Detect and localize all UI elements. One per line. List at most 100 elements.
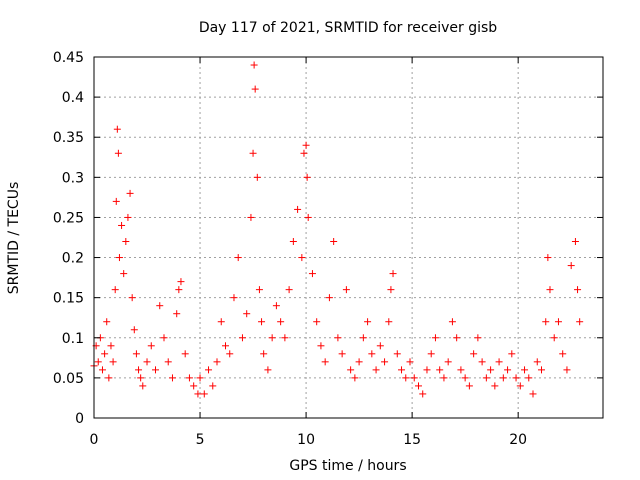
data-point <box>113 125 121 133</box>
data-point <box>554 318 562 326</box>
data-point <box>103 318 111 326</box>
data-point <box>355 358 363 366</box>
data-point <box>387 286 395 294</box>
data-point <box>410 374 418 382</box>
data-point <box>457 366 465 374</box>
data-point <box>281 334 289 342</box>
data-point <box>544 254 552 262</box>
data-point <box>317 342 325 350</box>
data-point <box>294 205 302 213</box>
data-point <box>359 334 367 342</box>
data-point <box>406 358 414 366</box>
data-point <box>130 326 138 334</box>
data-point <box>128 294 136 302</box>
data-point <box>478 358 486 366</box>
data-point <box>347 366 355 374</box>
data-point <box>253 173 261 181</box>
data-point <box>440 374 448 382</box>
x-axis-label: GPS time / hours <box>289 458 406 474</box>
data-point <box>334 334 342 342</box>
data-point <box>431 334 439 342</box>
data-point <box>135 366 143 374</box>
data-point <box>112 197 120 205</box>
data-point <box>205 366 213 374</box>
data-point <box>419 390 427 398</box>
data-point <box>247 213 255 221</box>
data-point <box>321 358 329 366</box>
data-point <box>308 270 316 278</box>
data-point <box>474 334 482 342</box>
data-point <box>559 350 567 358</box>
data-point <box>487 366 495 374</box>
data-point <box>304 213 312 221</box>
y-tick-label: 0.4 <box>62 90 84 106</box>
data-point <box>504 366 512 374</box>
data-point <box>243 310 251 318</box>
data-point <box>250 61 258 69</box>
data-point <box>143 358 151 366</box>
data-point <box>260 350 268 358</box>
data-point <box>563 366 571 374</box>
data-point <box>230 294 238 302</box>
data-point <box>164 358 172 366</box>
data-point <box>398 366 406 374</box>
data-point <box>550 334 558 342</box>
data-point <box>194 390 202 398</box>
data-point <box>423 366 431 374</box>
data-point <box>289 238 297 246</box>
data-point <box>107 342 115 350</box>
data-point <box>313 318 321 326</box>
data-point <box>264 366 272 374</box>
data-point <box>213 358 221 366</box>
data-point <box>516 382 524 390</box>
data-point <box>512 374 520 382</box>
data-point <box>152 366 160 374</box>
data-point <box>499 374 507 382</box>
data-point <box>521 366 529 374</box>
data-point <box>302 141 310 149</box>
grid-lines <box>94 57 603 418</box>
data-point <box>139 382 147 390</box>
data-point <box>448 318 456 326</box>
data-point <box>272 302 280 310</box>
data-point <box>533 358 541 366</box>
data-point <box>226 350 234 358</box>
data-point <box>491 382 499 390</box>
data-point <box>122 238 130 246</box>
data-point <box>147 342 155 350</box>
x-tick-label: 15 <box>403 432 421 448</box>
data-point <box>124 213 132 221</box>
y-tick-label: 0.35 <box>53 130 84 146</box>
data-point <box>427 350 435 358</box>
data-point <box>385 318 393 326</box>
data-point <box>196 374 204 382</box>
data-point <box>368 350 376 358</box>
data-point <box>132 350 140 358</box>
data-point <box>200 390 208 398</box>
data-point <box>115 254 123 262</box>
data-point <box>160 334 168 342</box>
data-point <box>98 366 106 374</box>
data-point <box>546 286 554 294</box>
data-point <box>118 221 126 229</box>
data-point <box>444 358 452 366</box>
y-tick-label: 0.2 <box>62 251 84 267</box>
y-tick-label: 0.3 <box>62 170 84 186</box>
data-point <box>94 358 102 366</box>
x-tick-label: 5 <box>196 432 205 448</box>
data-point <box>258 318 266 326</box>
data-point <box>168 374 176 382</box>
data-point <box>567 262 575 270</box>
data-point <box>470 350 478 358</box>
data-point <box>251 85 259 93</box>
data-point <box>111 286 119 294</box>
data-point <box>177 278 185 286</box>
data-point <box>217 318 225 326</box>
chart-title: Day 117 of 2021, SRMTID for receiver gis… <box>199 20 497 36</box>
data-point <box>537 366 545 374</box>
data-point <box>156 302 164 310</box>
data-point <box>300 149 308 157</box>
data-point <box>338 350 346 358</box>
